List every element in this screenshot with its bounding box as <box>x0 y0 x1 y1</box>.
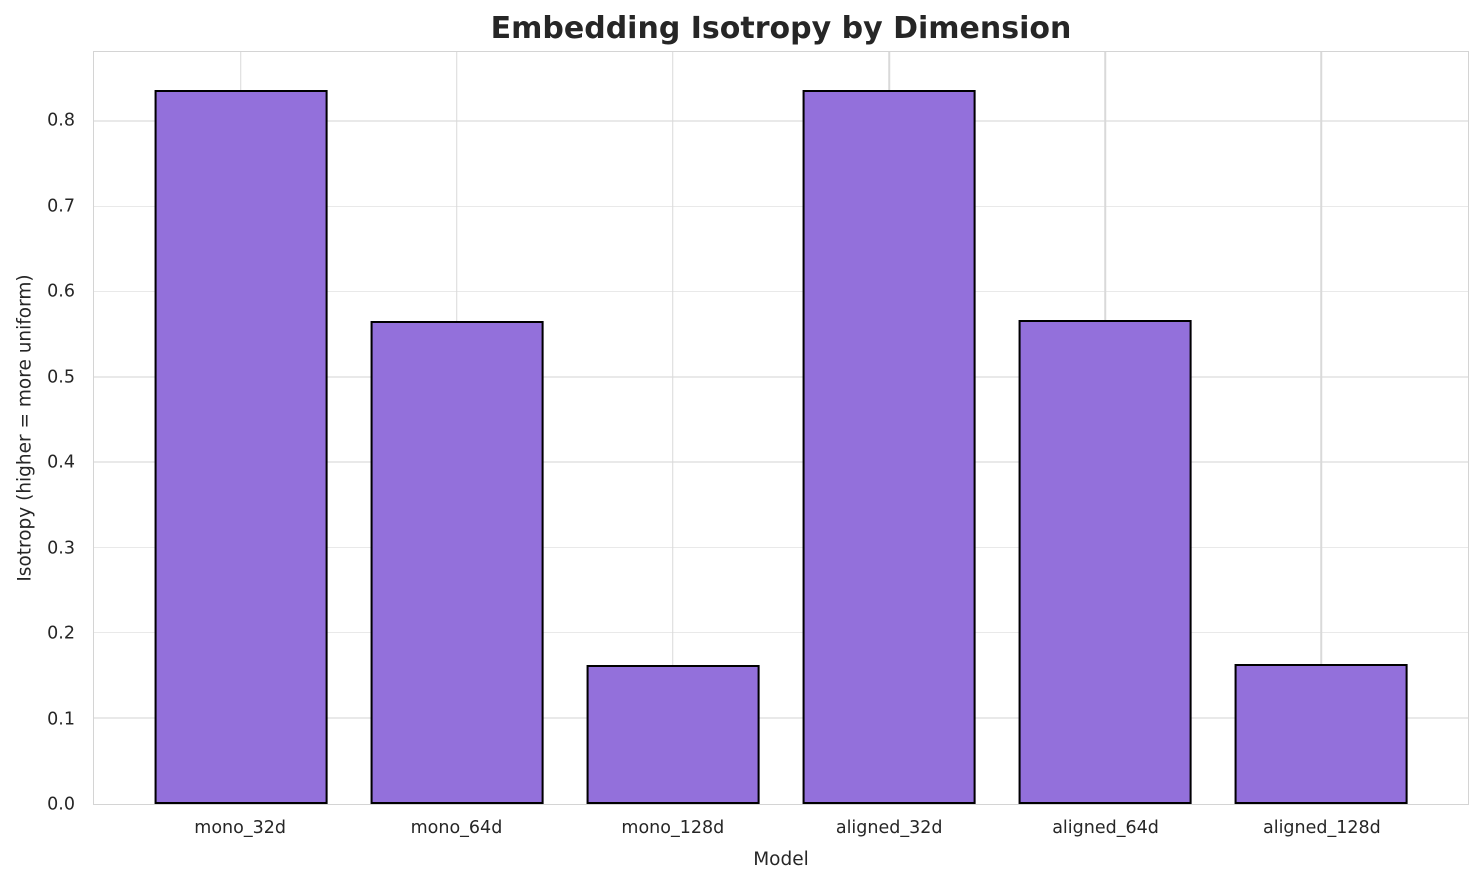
ytick-label-0.3: 0.3 <box>47 537 75 558</box>
plot-area <box>93 51 1469 805</box>
x-axis-label: Model <box>753 849 809 870</box>
vgridline-mono_128d <box>672 52 674 804</box>
y-axis-label: Isotropy (higher = more uniform) <box>14 274 36 582</box>
ytick-label-0.5: 0.5 <box>47 366 75 387</box>
xtick-label-aligned_128d: aligned_128d <box>1262 818 1381 838</box>
ytick-label-0.4: 0.4 <box>47 452 75 473</box>
hgridline-0.7 <box>94 205 1468 208</box>
bar-mono_64d <box>370 320 544 804</box>
vgridline-aligned_128d <box>1320 52 1322 804</box>
bar-mono_128d <box>586 665 760 804</box>
hgridline-0.2 <box>94 631 1468 634</box>
hgridline-0.1 <box>94 717 1468 719</box>
xtick-label-aligned_32d: aligned_32d <box>835 818 943 838</box>
ytick-label-0.0: 0.0 <box>47 794 75 815</box>
ytick-label-0.1: 0.1 <box>47 708 75 729</box>
bar-aligned_64d <box>1018 319 1192 804</box>
ytick-label-0.8: 0.8 <box>47 110 75 131</box>
hgridline-0.4 <box>94 461 1468 463</box>
hgridline-0.5 <box>94 376 1468 378</box>
ytick-label-0.2: 0.2 <box>47 623 75 644</box>
bar-aligned_32d <box>802 89 976 804</box>
chart-title: Embedding Isotropy by Dimension <box>490 11 1072 46</box>
xtick-label-mono_64d: mono_64d <box>410 818 503 838</box>
bar-mono_32d <box>154 89 328 804</box>
hgridline-0.3 <box>94 546 1468 549</box>
xtick-label-mono_128d: mono_128d <box>621 818 725 838</box>
bar-aligned_128d <box>1234 664 1408 804</box>
hgridline-0.8 <box>94 120 1468 122</box>
ytick-label-0.6: 0.6 <box>47 281 75 302</box>
xtick-label-aligned_64d: aligned_64d <box>1052 818 1159 838</box>
ytick-label-0.7: 0.7 <box>47 195 75 216</box>
hgridline-0.6 <box>94 290 1468 293</box>
xtick-label-mono_32d: mono_32d <box>194 818 286 838</box>
